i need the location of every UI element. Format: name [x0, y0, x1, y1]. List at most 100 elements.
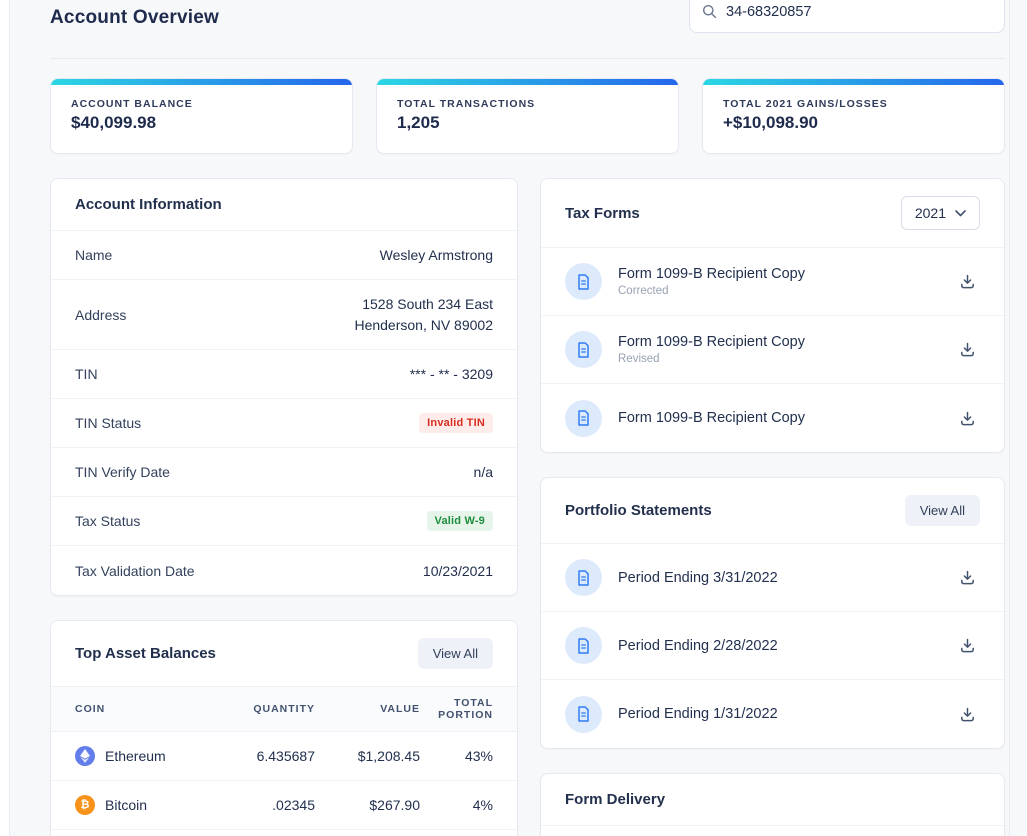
info-value: n/a: [473, 464, 493, 481]
stat-value: +$10,098.90: [723, 113, 819, 132]
column-header-value: VALUE: [380, 703, 420, 716]
gradient-accent-bar: [51, 79, 352, 85]
download-button[interactable]: [955, 565, 980, 590]
coin-value: $267.90: [369, 797, 420, 814]
search-input[interactable]: [726, 3, 992, 20]
stat-card-account-balance: ACCOUNT BALANCE $40,099.98: [50, 78, 353, 154]
coin-quantity: .02345: [272, 797, 315, 814]
card-title: Account Information: [75, 196, 222, 213]
gradient-accent-bar: [377, 79, 678, 85]
download-button[interactable]: [955, 702, 980, 727]
main-content: Account Overview ACCOUNT BALANCE $40,099…: [50, 0, 1005, 836]
info-label: TIN Verify Date: [75, 464, 170, 481]
page-header: Account Overview: [50, 0, 1005, 59]
info-row-tax-status: Tax Status Valid W-9: [51, 497, 517, 547]
page-title: Account Overview: [50, 7, 219, 28]
stats-row: ACCOUNT BALANCE $40,099.98 TOTAL TRANSAC…: [50, 78, 1005, 154]
download-icon: [961, 274, 974, 289]
tax-year-value: 2021: [914, 205, 946, 221]
electronic-form-delivery-row: Electronic Form Delivery: [541, 826, 1004, 836]
stat-card-total-transactions: TOTAL TRANSACTIONS 1,205: [376, 78, 679, 154]
account-search-box[interactable]: [689, 0, 1005, 33]
asset-row-ethereum: Ethereum 6.435687 $1,208.45 43%: [51, 732, 517, 782]
document-icon: [565, 263, 602, 300]
column-header-total-portion: TOTAL PORTION: [438, 697, 493, 722]
statement-item[interactable]: Period Ending 1/31/2022: [541, 680, 1004, 748]
statement-item[interactable]: Period Ending 3/31/2022: [541, 544, 1004, 612]
download-icon: [961, 342, 974, 357]
info-label: TIN: [75, 366, 98, 383]
stat-label: ACCOUNT BALANCE: [71, 98, 193, 110]
document-icon: [565, 399, 602, 437]
portfolio-statements-card: Portfolio Statements View All Period End…: [540, 477, 1005, 749]
form-status: Revised: [618, 353, 660, 365]
statement-item[interactable]: Period Ending 2/28/2022: [541, 612, 1004, 680]
info-row-tin-status: TIN Status Invalid TIN: [51, 399, 517, 449]
document-icon: [565, 695, 602, 733]
download-icon: [961, 570, 974, 585]
document-icon: [565, 559, 602, 596]
stat-label: TOTAL 2021 GAINS/LOSSES: [723, 98, 888, 110]
asset-row-bitcoin: ₿ Bitcoin .02345 $267.90 4%: [51, 781, 517, 831]
coin-name: Ethereum: [105, 748, 166, 765]
info-row-tin-verify-date: TIN Verify Date n/a: [51, 448, 517, 498]
tin-status-badge: Invalid TIN: [419, 413, 493, 434]
tax-forms-card: Tax Forms 2021: [540, 178, 1005, 453]
form-status: Corrected: [618, 285, 669, 297]
tax-form-item[interactable]: Form 1099-B Recipient Copy Corrected: [541, 248, 1004, 316]
info-row-tin: TIN *** - ** - 3209: [51, 350, 517, 400]
info-row-tax-validation-date: Tax Validation Date 10/23/2021: [51, 546, 517, 595]
tax-year-dropdown[interactable]: 2021: [900, 196, 980, 230]
assets-view-all-button[interactable]: View All: [417, 638, 493, 670]
card-title: Tax Forms: [565, 204, 640, 222]
card-title: Form Delivery: [565, 791, 666, 808]
download-button[interactable]: [955, 269, 980, 294]
coin-value: $1,208.45: [357, 748, 420, 765]
asset-row-litecoin: Ł Litecoin 23.08 $1,005.09 42%: [51, 830, 517, 836]
document-icon: [565, 627, 602, 664]
info-label: Tax Validation Date: [75, 562, 195, 579]
info-label: Address: [75, 306, 127, 323]
info-row-address: Address 1528 South 234 East Henderson, N…: [51, 280, 517, 350]
info-value: Wesley Armstrong: [379, 247, 493, 263]
account-information-card: Account Information Name Wesley Armstron…: [50, 178, 518, 597]
download-icon: [961, 638, 974, 653]
document-icon: [565, 331, 602, 368]
stat-label: TOTAL TRANSACTIONS: [397, 98, 536, 110]
card-title: Top Asset Balances: [75, 645, 216, 663]
scroll-track-divider: [1009, 0, 1010, 836]
chevron-down-icon: [955, 209, 966, 216]
tax-form-item[interactable]: Form 1099-B Recipient Copy: [541, 384, 1004, 452]
bitcoin-icon: ₿: [75, 795, 95, 816]
download-button[interactable]: [955, 337, 980, 362]
info-row-name: Name Wesley Armstrong: [51, 231, 517, 281]
top-asset-balances-card: Top Asset Balances View All COIN QUANTIT…: [50, 620, 518, 836]
info-value: 1528 South 234 East Henderson, NV 89002: [354, 296, 493, 333]
info-value: *** - ** - 3209: [409, 365, 493, 382]
download-icon: [961, 707, 974, 721]
search-icon: [703, 5, 717, 19]
statements-view-all-button[interactable]: View All: [904, 495, 980, 526]
stat-card-gains-losses: TOTAL 2021 GAINS/LOSSES +$10,098.90: [702, 78, 1005, 154]
statement-name: Period Ending 2/28/2022: [618, 637, 778, 654]
column-header-coin: COIN: [75, 703, 106, 716]
form-delivery-card: Form Delivery Electronic Form Delivery: [540, 773, 1005, 836]
gradient-accent-bar: [703, 79, 1004, 85]
collapsed-sidebar-edge: [0, 0, 10, 836]
coin-quantity: 6.435687: [256, 748, 315, 765]
stat-value: $40,099.98: [71, 113, 157, 132]
ethereum-icon: [75, 746, 95, 767]
info-label: Name: [75, 247, 113, 264]
stat-value: 1,205: [397, 113, 440, 132]
coin-name: Bitcoin: [105, 797, 148, 814]
coin-portion: 4%: [472, 797, 493, 814]
download-button[interactable]: [955, 633, 980, 658]
assets-table-header: COIN QUANTITY VALUE TOTAL PORTION: [51, 687, 517, 733]
form-name: Form 1099-B Recipient Copy: [618, 266, 805, 282]
tax-status-badge: Valid W-9: [426, 511, 493, 532]
info-value: 10/23/2021: [422, 562, 493, 579]
tax-form-item[interactable]: Form 1099-B Recipient Copy Revised: [541, 316, 1004, 384]
column-header-quantity: QUANTITY: [253, 703, 315, 716]
download-button[interactable]: [955, 406, 980, 431]
info-label: TIN Status: [75, 415, 142, 432]
